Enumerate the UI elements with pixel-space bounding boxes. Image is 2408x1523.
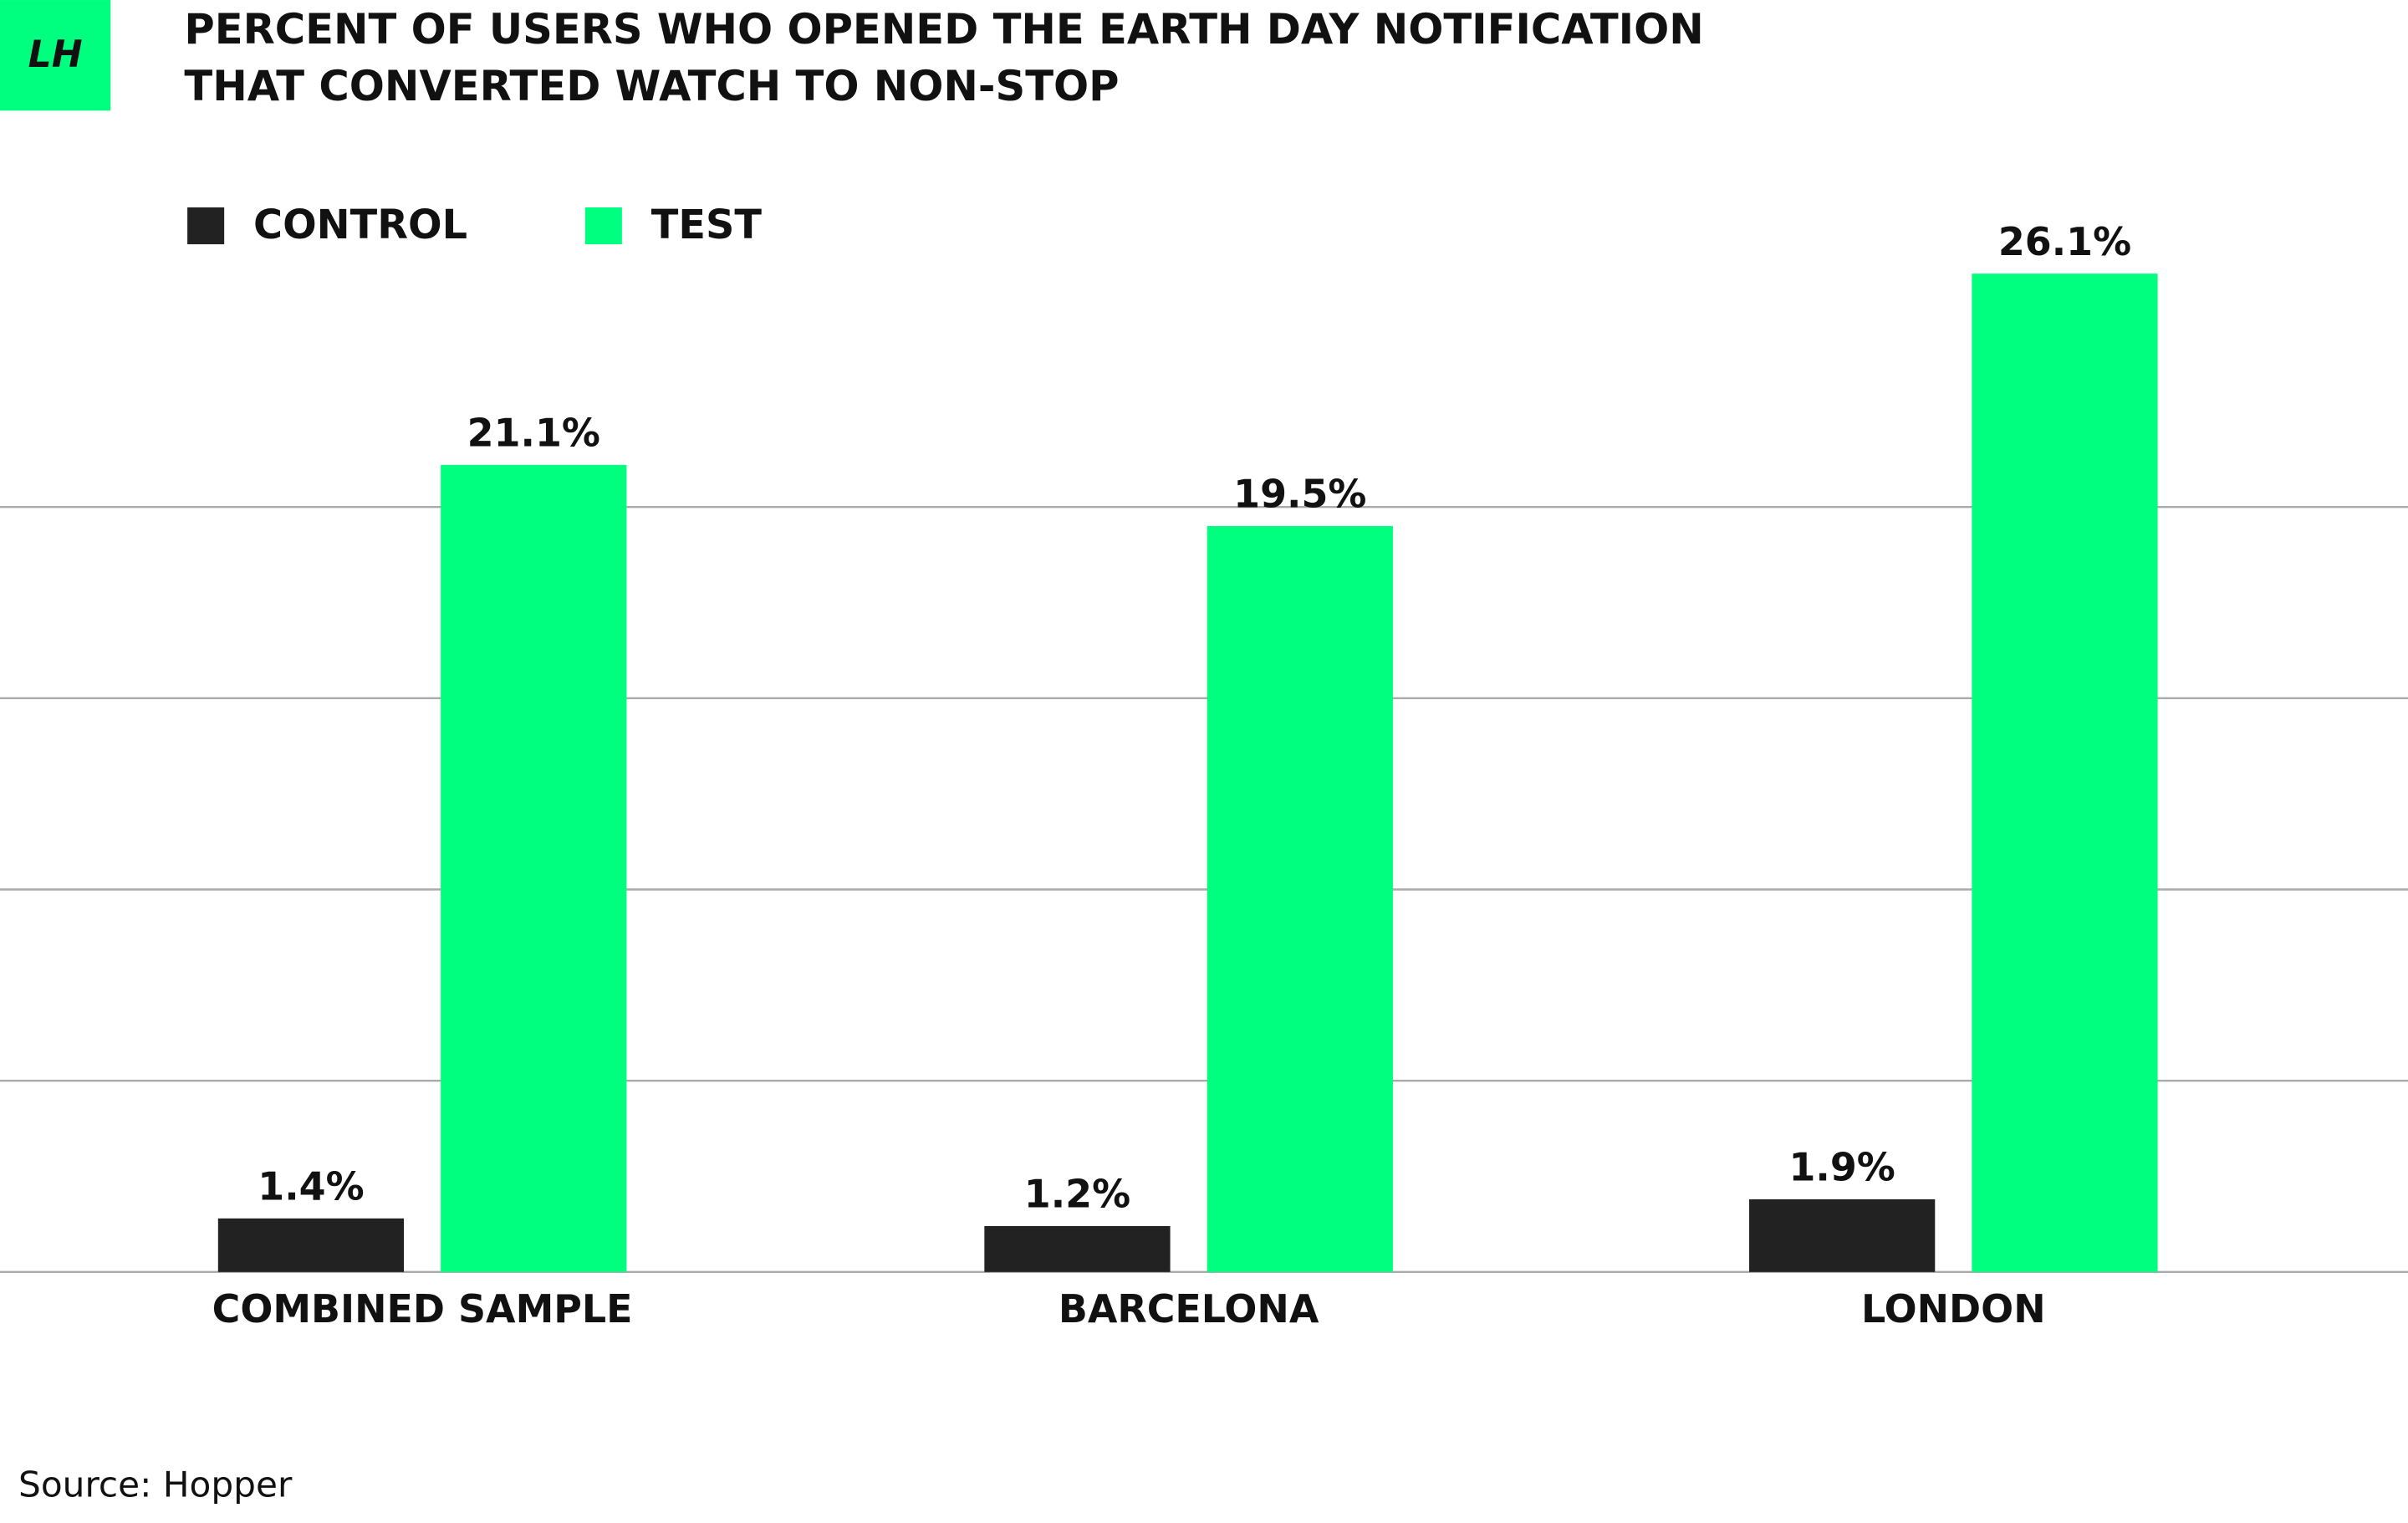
logo: LH [28,33,83,76]
bar [441,464,627,1272]
source: Source: Hopper [18,1464,293,1505]
x-tick-label: LONDON [1861,1286,2046,1331]
data-label: 1.9% [1788,1145,1895,1190]
legend-label: CONTROL [253,202,467,248]
bar [984,1225,1171,1272]
data-label: 1.4% [258,1163,364,1209]
data-label: 26.1% [1998,219,2131,264]
x-tick-label: COMBINED SAMPLE [212,1286,633,1331]
data-label: 1.2% [1024,1172,1130,1217]
legend-swatch [187,207,225,245]
x-tick-label: BARCELONA [1059,1286,1319,1331]
bar [1207,526,1393,1272]
chart-title: PERCENT OF USERS WHO OPENED THE EARTH DA… [184,5,1703,54]
chart-title: THAT CONVERTED WATCH TO NON-STOP [184,62,1119,110]
legend-label: TEST [651,202,763,248]
logo-box [0,0,111,111]
bar [1749,1198,1936,1272]
bar [1972,273,2158,1272]
legend-swatch [584,207,622,245]
data-label: 21.1% [467,410,600,455]
data-label: 19.5% [1233,472,1366,517]
bar [217,1218,405,1272]
